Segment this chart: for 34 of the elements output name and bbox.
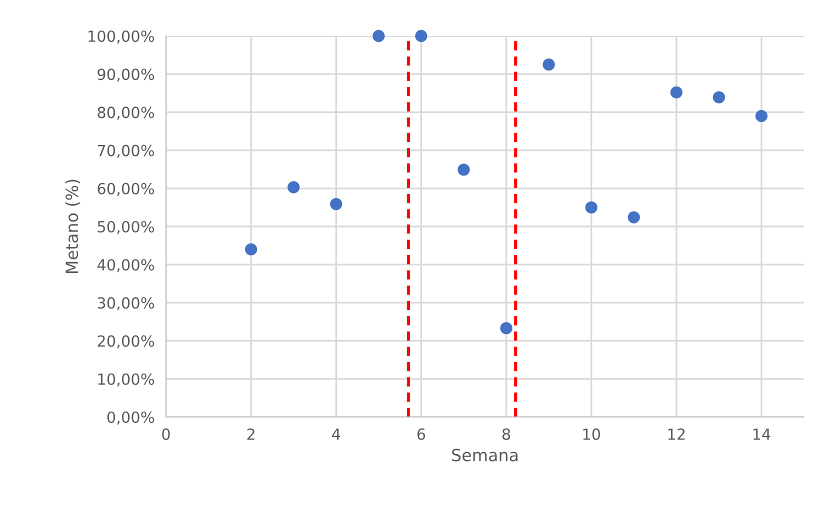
y-tick-label: 0,00% [107,411,154,425]
y-tick-label: 20,00% [98,335,154,348]
y-tick-label: 10,00% [98,373,154,386]
point [670,86,682,98]
x-tick-label: 14 [753,428,770,440]
point [244,243,258,256]
point [755,110,768,122]
x-tick-label: 8 [502,428,510,440]
point [500,322,512,334]
x-tick-label: 2 [247,428,254,440]
point [288,181,300,194]
y-axis-title: Metano (%) [65,180,80,274]
y-tick-label: 80,00% [98,106,154,120]
point [415,30,428,42]
y-tick-label: 50,00% [98,220,154,234]
y-tick-label: 90,00% [98,68,154,82]
point [542,58,555,71]
y-tick-label: 70,00% [98,144,154,158]
x-tick-label: 4 [332,428,340,440]
x-tick-label: 10 [583,428,600,440]
x-tick-label: 0 [162,428,170,440]
x-axis-title: Semana [452,448,518,462]
y-tick-label: 60,00% [98,182,154,196]
y-tick-label: 100,00% [88,30,154,44]
x-tick-label: 12 [668,428,685,440]
point [628,211,640,224]
y-tick-label: 30,00% [98,297,154,310]
x-tick-label: 6 [417,428,426,440]
point [712,91,726,104]
point [330,198,342,210]
point [585,201,598,214]
y-tick-label: 40,00% [97,259,154,272]
point [372,30,385,42]
point [458,164,470,176]
